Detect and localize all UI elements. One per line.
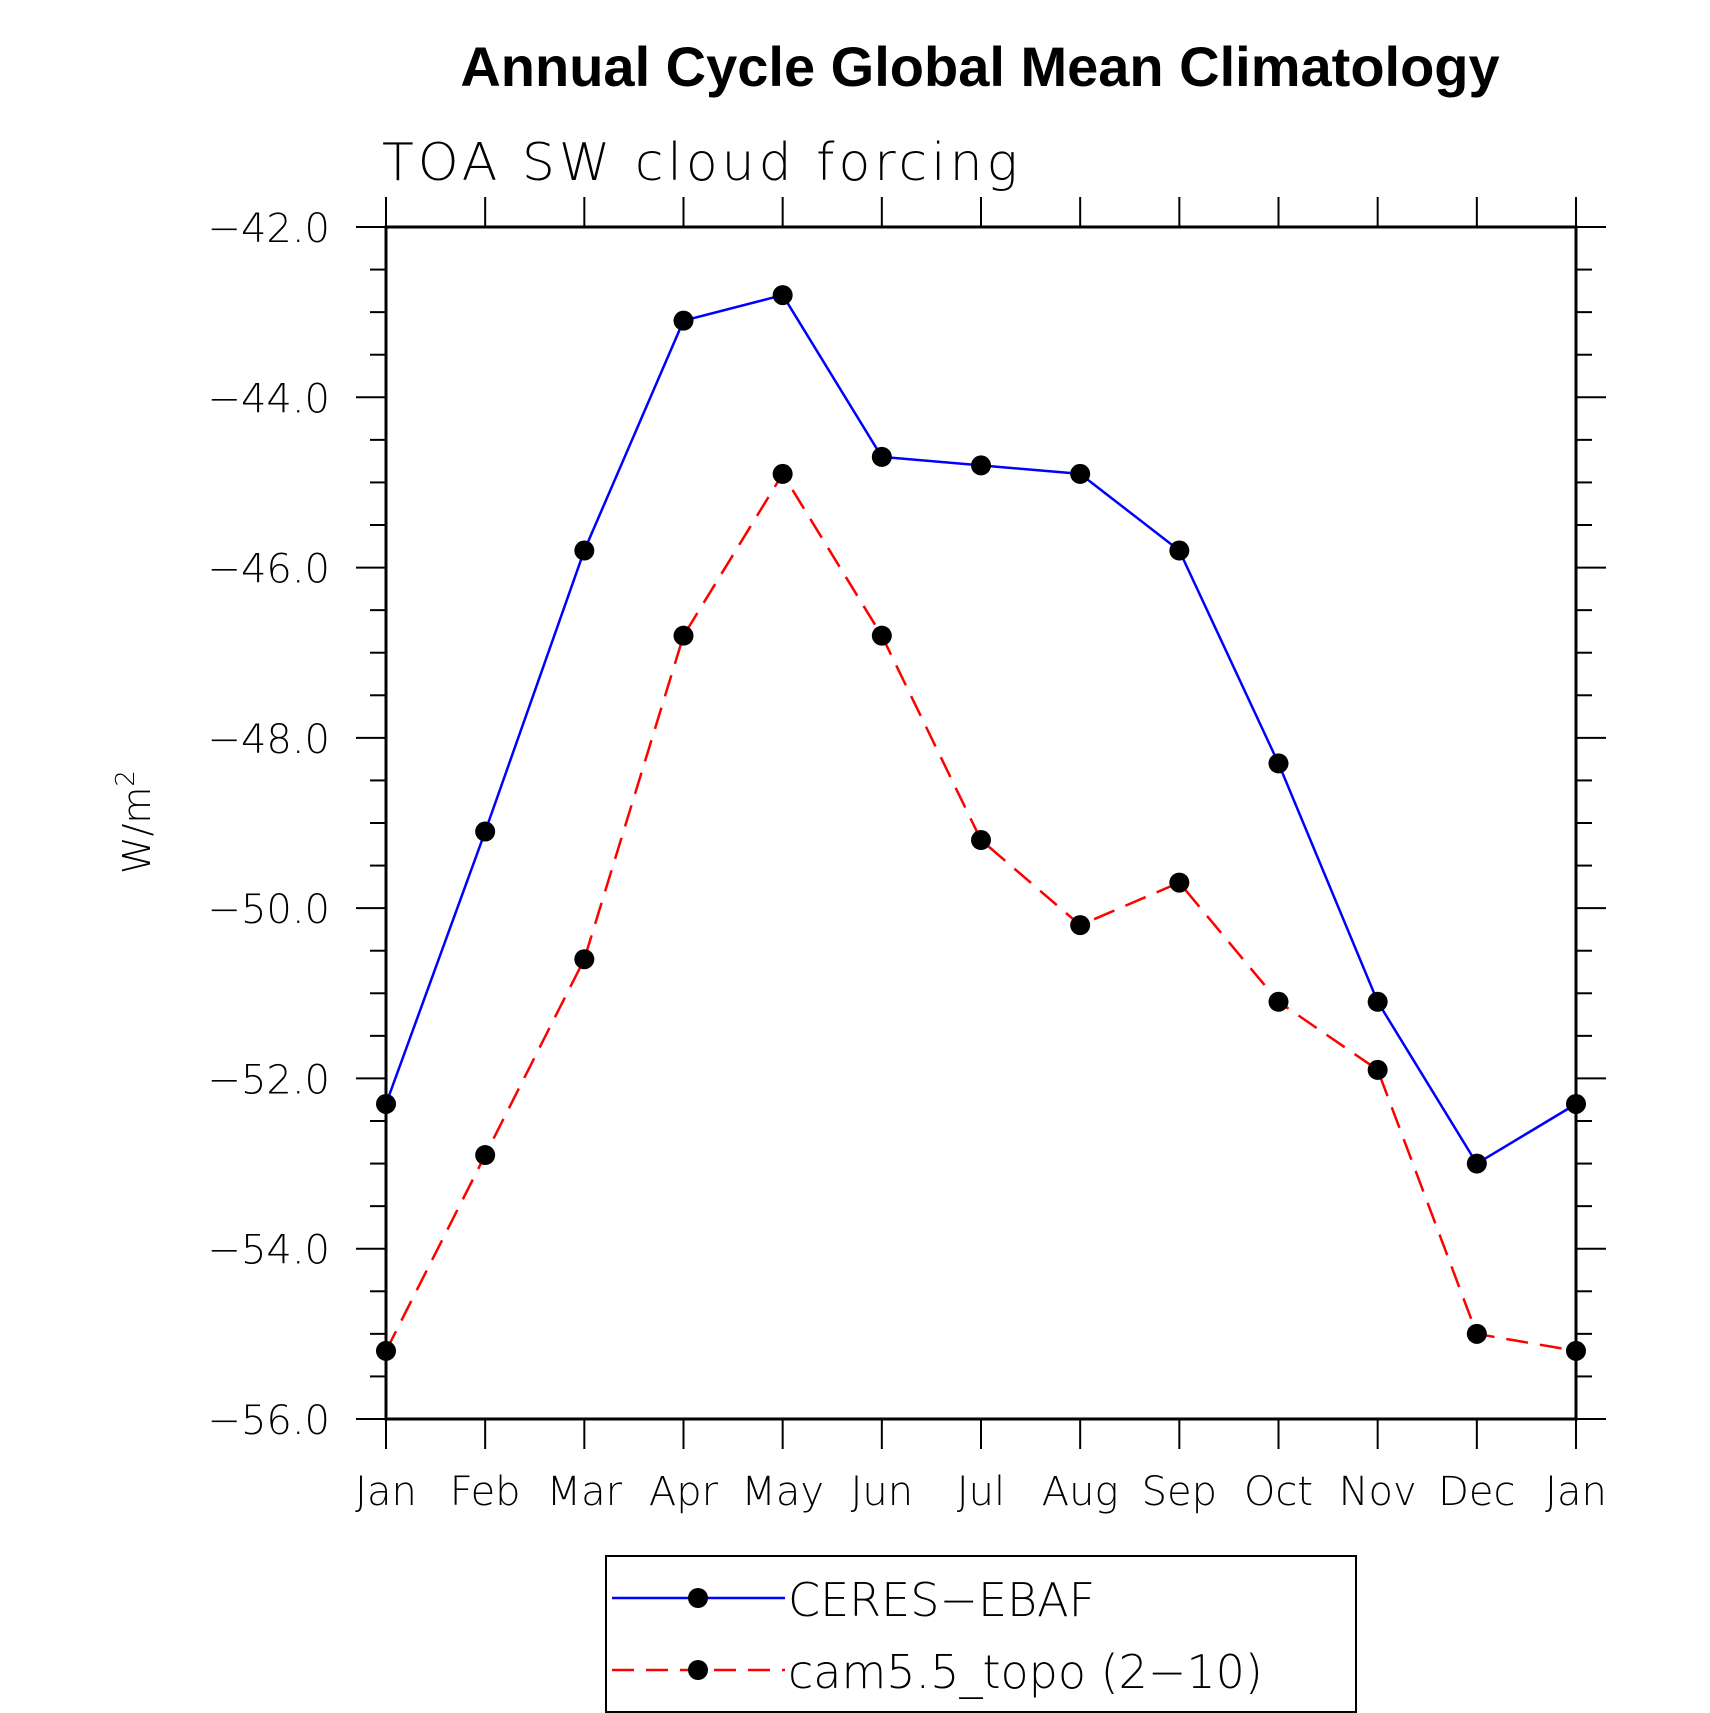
y-tick-labels: −42.0 −44.0 −46.0 −48.0 −50.0 −52.0 −54.0 −56.0 (207, 206, 330, 1444)
x-tick-label: Mar (547, 1469, 623, 1515)
data-point (1070, 463, 1091, 484)
y-axis-label-main: W/m (115, 787, 159, 874)
x-tick-label: Jul (957, 1469, 1005, 1515)
data-point (475, 1145, 496, 1166)
data-point (1268, 753, 1289, 774)
x-tick-labels: Jan Feb Mar Apr May Jun Jul Aug Sep Oct Nov Dec Jan (355, 1469, 1607, 1515)
x-tick-label: Aug (1042, 1469, 1119, 1515)
axis-ticks (356, 197, 1606, 1449)
legend-marker-ceres (688, 1588, 708, 1608)
y-tick-label: −46.0 (207, 547, 330, 593)
y-tick-label: −44.0 (207, 376, 330, 422)
y-tick-label: −52.0 (207, 1057, 330, 1103)
data-point (1367, 991, 1388, 1012)
data-point (1367, 1059, 1388, 1080)
data-point (871, 625, 892, 646)
x-tick-label: Nov (1339, 1469, 1417, 1515)
x-tick-label: Apr (649, 1469, 719, 1515)
data-point (1466, 1153, 1487, 1174)
y-tick-label: −48.0 (207, 717, 330, 763)
data-point (1169, 540, 1190, 561)
data-point (376, 1340, 396, 1361)
x-tick-label: Jan (355, 1469, 417, 1515)
y-tick-label: −54.0 (207, 1228, 330, 1274)
data-point (475, 821, 496, 842)
data-point (376, 1093, 396, 1114)
x-tick-label: Feb (450, 1469, 521, 1515)
series-line (384, 293, 1577, 1166)
y-axis-label-superscript: 2 (111, 770, 141, 787)
data-point (772, 285, 793, 306)
legend-box (605, 1555, 1357, 1713)
legend-label-cam: cam5.5_topo (2−10) (788, 1645, 1263, 1699)
legend: CERES−EBAF cam5.5_topo (2−10) (605, 1555, 1357, 1713)
series-1 (376, 463, 1586, 1361)
series-0 (376, 285, 1586, 1174)
data-point (971, 455, 991, 476)
y-axis-label: W/m2 (111, 770, 159, 874)
x-tick-label: Oct (1244, 1469, 1313, 1515)
data-point (574, 949, 595, 970)
chart-subtitle: TOA SW cloud forcing (382, 133, 1022, 193)
series-layer (376, 285, 1586, 1361)
x-tick-label: Jun (851, 1469, 914, 1515)
data-point (673, 625, 694, 646)
x-tick-label: Dec (1438, 1469, 1515, 1515)
data-point (1070, 915, 1091, 936)
x-tick-label: Sep (1142, 1469, 1217, 1515)
x-tick-label: Jan (1545, 1469, 1607, 1515)
data-point (1169, 872, 1190, 893)
legend-label-ceres: CERES−EBAF (788, 1573, 1095, 1627)
y-tick-label: −56.0 (207, 1398, 330, 1444)
data-point (1268, 991, 1289, 1012)
data-point (971, 830, 991, 851)
data-point (673, 310, 694, 331)
data-point (1566, 1093, 1586, 1114)
data-point (1566, 1340, 1586, 1361)
data-point (772, 463, 793, 484)
data-point (1466, 1323, 1487, 1344)
y-tick-label: −42.0 (207, 206, 330, 252)
x-tick-label: May (741, 1469, 824, 1515)
legend-marker-cam (688, 1660, 708, 1680)
chart-title: Annual Cycle Global Mean Climatology (460, 35, 1499, 98)
plot-frame (384, 225, 1578, 1421)
data-point (574, 540, 595, 561)
y-tick-label: −50.0 (207, 887, 330, 933)
data-point (871, 446, 892, 467)
